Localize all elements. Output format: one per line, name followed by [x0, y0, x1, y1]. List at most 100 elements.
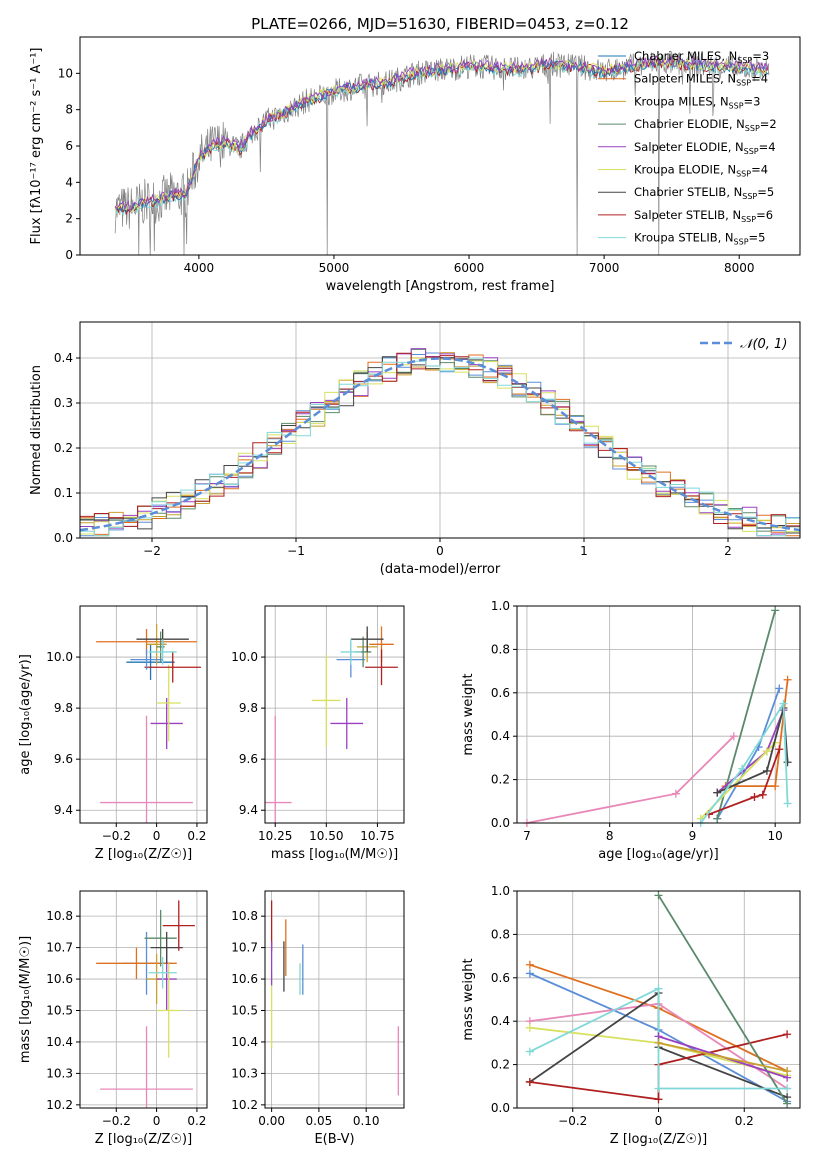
- figure-title: PLATE=0266, MJD=51630, FIBERID=0453, z=0…: [251, 15, 629, 33]
- y-tick-label: 9.6: [239, 752, 258, 766]
- weight-marker: [762, 766, 771, 775]
- y-tick-label: 9.8: [239, 701, 258, 715]
- x-tick-label: 10.75: [360, 829, 394, 843]
- y-tick-label: 0: [65, 248, 73, 262]
- weight-marker: [713, 814, 722, 823]
- weight-series-line: [708, 748, 781, 816]
- x-tick-label: 0.2: [187, 829, 206, 843]
- normal-curve: [79, 357, 801, 532]
- y-tick-label: 10.0: [46, 650, 73, 664]
- weight-marker: [525, 969, 534, 978]
- legend-label: Kroupa MILES, NSSP=3: [634, 94, 760, 110]
- x-tick-label: 1: [580, 544, 588, 558]
- x-tick-label: 0.2: [187, 1114, 206, 1128]
- y-tick-label: 0.8: [491, 642, 510, 656]
- y-tick-label: 4: [65, 175, 73, 189]
- y-tick-label: 10.8: [46, 909, 73, 923]
- weight-marker: [758, 790, 767, 799]
- model-spectrum: [114, 54, 769, 213]
- y-axis-label: mass weight: [461, 673, 476, 755]
- panel-mass-vs-Z: −0.2 0 0.2 10.2 10.3 10.4 10.5 10.6 10.7 10.8 Z [l…: [18, 890, 208, 1147]
- weight-marker: [654, 891, 663, 900]
- y-tick-label: 10.0: [231, 650, 258, 664]
- x-tick-label: 9: [689, 829, 697, 843]
- x-axis-label: wavelength [Angstrom, rest frame]: [326, 279, 555, 294]
- panel-mass-vs-EBV: 0.00 0.05 0.10 10.2 10.3 10.4 10.5 10.6 10.7 10.8…: [231, 890, 405, 1147]
- weight-marker: [654, 984, 663, 993]
- model-spectrum: [114, 56, 769, 213]
- y-tick-label: 10.2: [46, 1098, 73, 1112]
- y-tick-label: 9.6: [54, 752, 73, 766]
- x-axis-label: E(B-V): [314, 1132, 354, 1147]
- weight-marker: [783, 675, 792, 684]
- y-tick-label: 0.4: [491, 729, 510, 743]
- weight-marker: [771, 782, 780, 791]
- x-tick-label: 0: [153, 829, 161, 843]
- x-tick-label: 7000: [589, 261, 620, 275]
- y-tick-label: 0.4: [54, 351, 73, 365]
- y-tick-label: 9.4: [239, 803, 258, 817]
- axes-frame: [264, 890, 405, 1109]
- x-tick-label: 10.50: [309, 829, 343, 843]
- weight-marker: [729, 732, 738, 741]
- y-tick-label: 10.6: [231, 972, 258, 986]
- weight-marker: [775, 745, 784, 754]
- weight-marker: [783, 758, 792, 767]
- weight-marker: [783, 1099, 792, 1108]
- weight-marker: [525, 960, 534, 969]
- histogram-step: [80, 352, 800, 527]
- y-tick-label: 10.4: [46, 1035, 73, 1049]
- weight-series-line: [658, 1042, 788, 1072]
- weight-marker: [654, 1038, 663, 1047]
- axes-frame: [79, 36, 801, 256]
- y-tick-label: 10.7: [231, 941, 258, 955]
- histogram-step: [80, 357, 800, 537]
- weight-marker: [771, 606, 780, 615]
- x-tick-label: 0: [436, 544, 444, 558]
- legend-label: Kroupa STELIB, NSSP=5: [634, 231, 765, 247]
- y-tick-label: 0.3: [54, 396, 73, 410]
- x-tick-label: 10.25: [258, 829, 292, 843]
- axes-frame: [516, 890, 801, 1109]
- x-tick-label: −1: [287, 544, 305, 558]
- x-tick-label: 0.00: [258, 1114, 285, 1128]
- y-tick-label: 10.5: [46, 1004, 73, 1018]
- x-tick-label: 8000: [724, 261, 755, 275]
- x-tick-label: 0.2: [735, 1114, 754, 1128]
- y-tick-label: 0.4: [491, 1014, 510, 1028]
- weight-marker: [654, 1095, 663, 1104]
- y-tick-label: 10.2: [231, 1098, 258, 1112]
- y-axis-label: Normed distribution: [29, 365, 44, 495]
- x-axis-label: mass [log₁₀(M/M☉)]: [271, 847, 398, 862]
- y-tick-label: 0.2: [491, 1058, 510, 1072]
- y-tick-label: 9.4: [54, 803, 73, 817]
- y-tick-label: 1.0: [491, 884, 510, 898]
- weight-marker: [525, 1077, 534, 1086]
- panel-residuals: −2 −1 0 1 2 0.0 0.1 0.2 0.3 0.4 (data-model)/error…: [29, 321, 801, 577]
- weight-series-line: [725, 679, 789, 787]
- x-tick-label: 5000: [319, 261, 350, 275]
- panel-weight-vs-Z: −0.2 0 0.2 0.0 0.2 0.4 0.6 0.8 1.0 Z [log₁₀(Z/Z☉)…: [461, 884, 801, 1147]
- model-spectrum: [114, 56, 769, 214]
- x-axis-label: Z [log₁₀(Z/Z☉)]: [95, 847, 192, 862]
- legend-label: Chabrier STELIB, NSSP=5: [634, 185, 774, 201]
- x-axis-label: Z [log₁₀(Z/Z☉)]: [610, 1132, 707, 1147]
- y-tick-label: 10: [58, 66, 73, 80]
- weight-marker: [750, 792, 759, 801]
- y-tick-label: 0.8: [491, 927, 510, 941]
- y-tick-label: 0.2: [54, 441, 73, 455]
- weight-marker: [783, 1030, 792, 1039]
- x-tick-label: 4000: [184, 261, 215, 275]
- y-tick-label: 9.8: [54, 701, 73, 715]
- weight-series-line: [657, 894, 788, 1105]
- y-tick-label: 10.5: [231, 1004, 258, 1018]
- weight-marker: [783, 1084, 792, 1093]
- y-tick-label: 10.3: [231, 1066, 258, 1080]
- histogram-step: [80, 356, 800, 534]
- x-tick-label: −0.2: [102, 1114, 131, 1128]
- y-tick-label: 8: [65, 103, 73, 117]
- y-axis-label: mass weight: [461, 958, 476, 1040]
- panel-weight-vs-age: 7 8 9 10 0.0 0.2 0.4 0.6 0.8 1.0 age [log₁₀(age/yr…: [461, 599, 801, 862]
- legend-label: Kroupa ELODIE, NSSP=4: [634, 163, 768, 179]
- y-tick-label: 0.1: [54, 486, 73, 500]
